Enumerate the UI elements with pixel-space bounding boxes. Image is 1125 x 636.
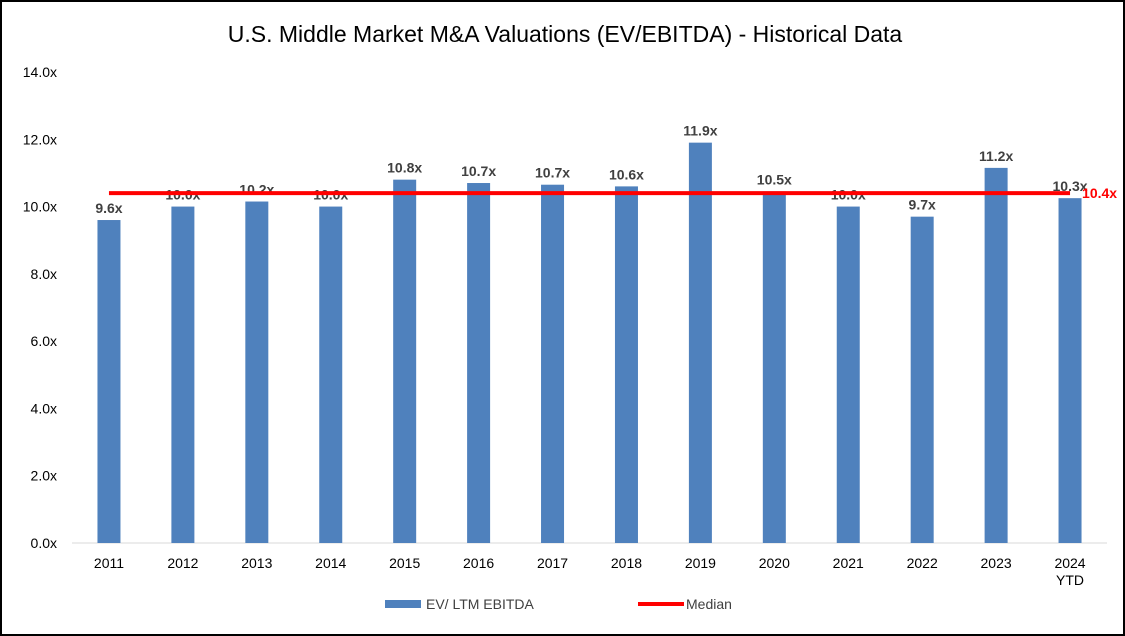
median-data-label: 10.4x	[1082, 185, 1117, 201]
bar	[97, 220, 121, 543]
y-tick-label: 6.0x	[31, 333, 57, 349]
y-tick-label: 12.0x	[23, 131, 57, 147]
bar	[688, 142, 712, 543]
x-tick-label: 2017	[537, 555, 568, 571]
bar-data-label: 9.7x	[909, 197, 936, 213]
bar-series	[97, 142, 1082, 544]
bar	[836, 206, 860, 544]
bar-data-label: 10.6x	[609, 166, 644, 182]
legend: EV/ LTM EBITDA Median	[385, 596, 732, 612]
bar	[762, 191, 786, 544]
x-tick-label: 2011	[94, 555, 124, 571]
bar	[1058, 198, 1082, 544]
x-tick-label: 2015	[389, 555, 420, 571]
bar	[910, 216, 934, 543]
y-axis: 0.0x 2.0x 4.0x 6.0x 8.0x 10.0x 12.0x 14.0x	[23, 64, 57, 551]
x-tick-label: 2016	[463, 555, 494, 571]
bar-data-label: 11.2x	[979, 148, 1013, 164]
legend-bar-swatch	[385, 600, 421, 608]
y-tick-label: 14.0x	[23, 64, 57, 80]
bar-data-label: 10.5x	[757, 171, 792, 187]
bar-data-label: 10.2x	[239, 182, 274, 198]
y-tick-label: 2.0x	[31, 468, 57, 484]
bar-data-label: 10.8x	[387, 160, 422, 176]
x-tick-label: 2020	[759, 555, 790, 571]
x-axis: 2011 2012 2013 2014 2015 2016 2017 2018 2019 2020…	[72, 542, 1107, 588]
bar	[614, 186, 638, 543]
y-tick-label: 10.0x	[23, 199, 57, 215]
x-tick-label: 2013	[241, 555, 272, 571]
x-tick-label: 2022	[907, 555, 938, 571]
y-tick-label: 4.0x	[31, 400, 57, 416]
bar-data-label: 10.7x	[461, 163, 496, 179]
bar-data-labels: 9.6x10.0x10.2x10.0x10.8x10.7x10.7x10.6x1…	[95, 123, 1087, 216]
bar-data-label: 10.3x	[1053, 178, 1088, 194]
bar	[984, 167, 1008, 543]
bar-data-label: 10.7x	[535, 165, 570, 181]
bar	[171, 206, 195, 544]
y-tick-label: 0.0x	[31, 535, 57, 551]
x-tick-label: YTD	[1056, 572, 1084, 588]
x-tick-label: 2021	[833, 555, 864, 571]
bar	[245, 201, 269, 543]
bar-data-label: 9.6x	[95, 200, 122, 216]
chart-title: U.S. Middle Market M&A Valuations (EV/EB…	[228, 21, 903, 47]
x-tick-label: 2018	[611, 555, 642, 571]
x-tick-label: 2023	[981, 555, 1012, 571]
bar	[319, 206, 343, 544]
bar-data-label: 11.9x	[683, 123, 717, 139]
x-tick-label: 2024	[1054, 555, 1085, 571]
legend-median-label: Median	[686, 596, 732, 612]
median-series: 10.4x	[108, 185, 1117, 201]
bar	[541, 184, 565, 544]
x-tick-label: 2019	[685, 555, 716, 571]
bar	[467, 183, 491, 543]
bar	[393, 179, 417, 543]
y-tick-label: 8.0x	[31, 266, 57, 282]
legend-bar-label: EV/ LTM EBITDA	[426, 596, 535, 612]
x-tick-label: 2012	[167, 555, 198, 571]
x-tick-label: 2014	[315, 555, 346, 571]
